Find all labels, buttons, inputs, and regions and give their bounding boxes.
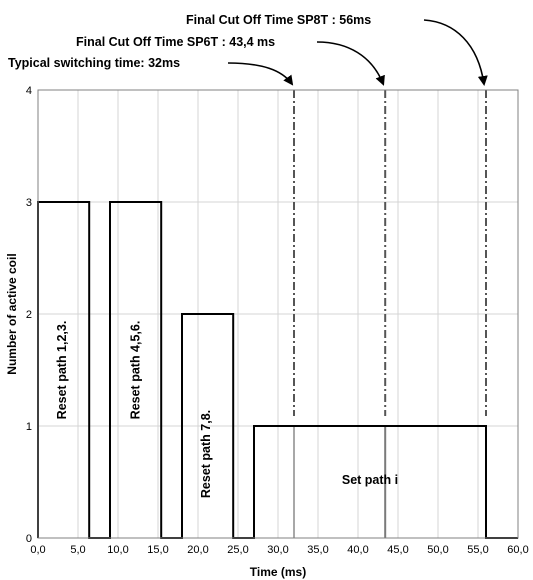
x-axis-label: Time (ms) <box>250 565 306 579</box>
y-axis-label: Number of active coil <box>5 253 19 374</box>
y-tick-label: 0 <box>26 533 32 545</box>
x-tick-label: 45,0 <box>387 544 408 556</box>
x-tick-label: 5,0 <box>70 544 85 556</box>
y-tick-label: 3 <box>26 197 32 209</box>
x-tick-label: 15,0 <box>147 544 168 556</box>
annotation-arrow <box>227 62 294 86</box>
region-label: Reset path 4,5,6. <box>129 321 143 420</box>
cutoff-annotation: Final Cut Off Time SP8T : 56ms <box>186 13 371 27</box>
region-label: Set path i <box>342 473 398 487</box>
grid <box>38 90 518 538</box>
x-tick-label: 40,0 <box>347 544 368 556</box>
x-tick-label: 0,0 <box>30 544 45 556</box>
x-ticks: 0,0 5,0 10,0 15,0 20,0 25,0 30,0 35,0 40,0 45,0 50… <box>30 544 528 556</box>
x-tick-label: 25,0 <box>227 544 248 556</box>
x-tick-label: 35,0 <box>307 544 328 556</box>
region-label: Reset path 7,8. <box>199 410 213 498</box>
cutoff-annotation: Final Cut Off Time SP6T : 43,4 ms <box>76 35 275 49</box>
y-ticks: 0 1 2 3 4 <box>26 85 32 545</box>
cutoff-annotation: Typical switching time: 32ms <box>8 56 180 70</box>
x-tick-label: 10,0 <box>107 544 128 556</box>
header-fragment: .... <box>4 0 18 1</box>
y-tick-label: 2 <box>26 309 32 321</box>
annotations: Typical switching time: 32ms Final Cut Of… <box>8 13 488 86</box>
x-tick-label: 60,0 <box>507 544 528 556</box>
x-tick-label: 30,0 <box>267 544 288 556</box>
x-tick-label: 50,0 <box>427 544 448 556</box>
x-tick-label: 55,0 <box>467 544 488 556</box>
annotation-arrow <box>423 19 488 86</box>
x-tick-label: 20,0 <box>187 544 208 556</box>
y-tick-label: 4 <box>26 85 32 97</box>
y-tick-label: 1 <box>26 421 32 433</box>
region-labels: Reset path 1,2,3. Reset path 4,5,6. Reset … <box>55 321 398 498</box>
region-label: Reset path 1,2,3. <box>55 321 69 420</box>
annotation-arrow <box>316 41 385 86</box>
plot-frame <box>37 89 519 539</box>
